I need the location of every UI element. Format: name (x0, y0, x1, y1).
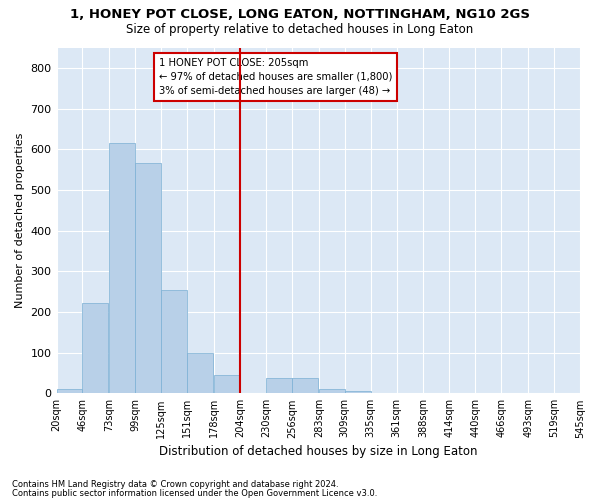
Text: Size of property relative to detached houses in Long Eaton: Size of property relative to detached ho… (127, 22, 473, 36)
Bar (82, 303, 109, 394)
X-axis label: Distribution of detached houses by size in Long Eaton: Distribution of detached houses by size … (159, 444, 478, 458)
Text: 1 HONEY POT CLOSE: 205sqm
← 97% of detached houses are smaller (1,800)
3% of sem: 1 HONEY POT CLOSE: 205sqm ← 97% of detac… (158, 58, 392, 96)
Bar (109, 143, 136, 394)
Bar (56, 390, 82, 394)
Bar (136, 162, 161, 394)
Bar (344, 392, 371, 394)
Text: Contains public sector information licensed under the Open Government Licence v3: Contains public sector information licen… (12, 488, 377, 498)
Bar (161, 290, 187, 394)
Y-axis label: Number of detached properties: Number of detached properties (15, 132, 25, 308)
Text: 1, HONEY POT CLOSE, LONG EATON, NOTTINGHAM, NG10 2GS: 1, HONEY POT CLOSE, LONG EATON, NOTTINGH… (70, 8, 530, 20)
Bar (187, 354, 213, 394)
Text: Contains HM Land Registry data © Crown copyright and database right 2024.: Contains HM Land Registry data © Crown c… (12, 480, 338, 489)
Bar (266, 378, 292, 394)
Bar (319, 390, 344, 394)
Bar (292, 378, 318, 394)
Bar (214, 374, 240, 394)
